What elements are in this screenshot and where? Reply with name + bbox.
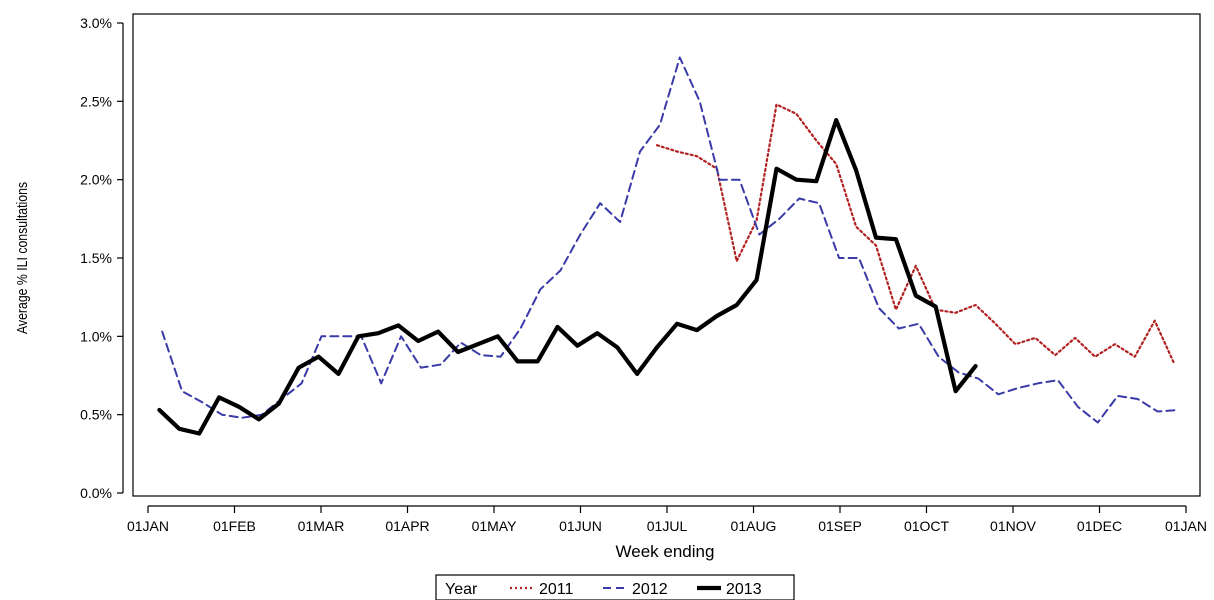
x-axis-title: Week ending (616, 542, 715, 561)
y-tick-label: 1.0% (80, 328, 112, 344)
legend: Year 2011 2012 2013 (435, 574, 795, 600)
x-tick-label: 01FEB (213, 518, 256, 534)
series-line-2011 (655, 103, 1176, 366)
legend-label-2011: 2011 (539, 581, 574, 598)
legend-title: Year (445, 581, 478, 598)
y-tick-label: 3.0% (80, 15, 112, 31)
x-tick-label: 01AUG (731, 518, 777, 534)
x-tick-label: 01NOV (990, 518, 1037, 534)
y-tick-label: 2.5% (80, 93, 112, 109)
legend-label-2012: 2012 (632, 581, 668, 598)
x-tick-label: 01MAR (298, 518, 345, 534)
legend-label-2013: 2013 (726, 581, 762, 598)
x-tick-label: 01JAN (127, 518, 169, 534)
y-tick-label: 0.5% (80, 407, 112, 423)
x-tick-label: 01SEP (818, 518, 862, 534)
x-tick-label: 01MAY (472, 518, 518, 534)
x-axis-ticks: 01JAN 01FEB 01MAR 01APR 01MAY 01JUN 01JUL 01AUG… (127, 506, 1207, 534)
legend-box (435, 574, 795, 600)
y-tick-label: 1.5% (80, 250, 112, 266)
series-line-2012 (161, 56, 1179, 424)
x-tick-label: 01JAN (1165, 518, 1207, 534)
plot-frame (132, 13, 1201, 497)
y-axis-ticks: 0.0% 0.5% 1.0% 1.5% 2.0% 2.5% 3.0% (80, 15, 123, 501)
x-tick-label: 01JUL (647, 518, 688, 534)
x-tick-label: 01DEC (1077, 518, 1122, 534)
y-axis-title: Average % ILI consultations (14, 182, 30, 334)
series-lines (157, 56, 1179, 436)
series-line-2013 (157, 117, 978, 436)
x-tick-label: 01APR (385, 518, 429, 534)
legend-items: 2011 2012 2013 (510, 581, 762, 598)
y-tick-label: 2.0% (80, 172, 112, 188)
x-tick-label: 01OCT (904, 518, 950, 534)
y-tick-label: 0.0% (80, 485, 112, 501)
x-tick-label: 01JUN (559, 518, 602, 534)
